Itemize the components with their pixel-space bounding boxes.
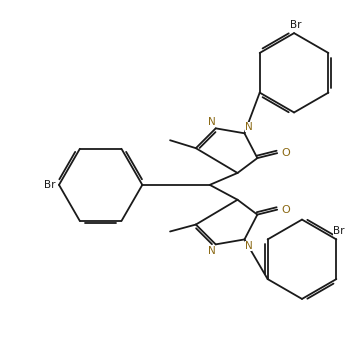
Text: Br: Br <box>290 20 302 30</box>
Text: N: N <box>208 246 216 256</box>
Text: O: O <box>282 205 291 215</box>
Text: Br: Br <box>44 180 55 190</box>
Text: N: N <box>244 241 252 251</box>
Text: Br: Br <box>332 226 344 237</box>
Text: O: O <box>282 148 291 158</box>
Text: N: N <box>244 122 252 132</box>
Text: N: N <box>208 117 216 127</box>
